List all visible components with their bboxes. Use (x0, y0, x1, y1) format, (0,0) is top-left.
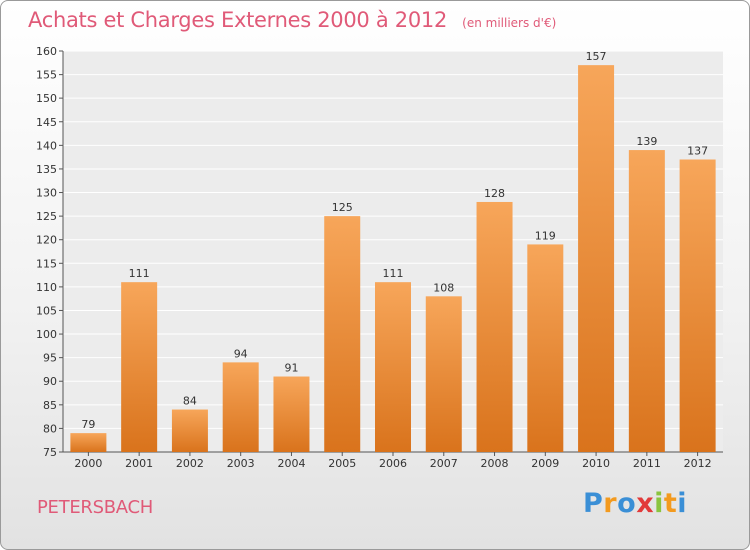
y-tick-label: 105 (36, 304, 57, 317)
bar-2007 (425, 296, 462, 452)
x-tick-label-2001: 2001 (125, 457, 153, 470)
value-label-2006: 111 (383, 267, 404, 280)
logo-letter: t (663, 488, 678, 519)
x-tick-label-2009: 2009 (531, 457, 559, 470)
y-tick-label: 100 (36, 328, 57, 341)
y-tick-label: 85 (43, 399, 57, 412)
value-label-2012: 137 (687, 145, 708, 158)
y-tick-label: 115 (36, 257, 57, 270)
x-tick-label-2002: 2002 (176, 457, 204, 470)
y-tick-label: 125 (36, 210, 57, 223)
logo-letter: i (677, 488, 688, 519)
chart-subtitle: (en milliers d'€) (462, 16, 557, 30)
bar-2005 (324, 216, 361, 452)
y-tick-label: 135 (36, 163, 57, 176)
value-label-2000: 79 (81, 418, 95, 431)
y-tick-label: 145 (36, 116, 57, 129)
x-tick-label-2003: 2003 (227, 457, 255, 470)
y-tick-label: 160 (36, 45, 57, 58)
y-tick-label: 130 (36, 187, 57, 200)
value-label-2010: 157 (586, 50, 607, 63)
x-tick-label-2005: 2005 (328, 457, 356, 470)
value-label-2009: 119 (535, 229, 556, 242)
y-tick-label: 95 (43, 352, 57, 365)
logo-letter: x (636, 488, 655, 519)
bar-2010 (578, 65, 615, 452)
bar-2012 (679, 159, 716, 452)
x-tick-label-2004: 2004 (277, 457, 305, 470)
x-tick-label-2008: 2008 (481, 457, 509, 470)
x-tick-label-2007: 2007 (430, 457, 458, 470)
proxiti-logo: Proxiti (583, 488, 687, 519)
bar-2008 (476, 201, 513, 452)
x-tick-label-2012: 2012 (684, 457, 712, 470)
value-label-2002: 84 (183, 395, 197, 408)
chart-title: Achats et Charges Externes 2000 à 2012 (28, 8, 448, 32)
y-tick-label: 140 (36, 139, 57, 152)
bar-2004 (273, 376, 310, 452)
y-tick-label: 150 (36, 92, 57, 105)
value-label-2004: 91 (284, 362, 298, 375)
value-label-2005: 125 (332, 201, 353, 214)
x-tick-label-2006: 2006 (379, 457, 407, 470)
bars (70, 65, 716, 452)
y-tick-label: 90 (43, 375, 57, 388)
bar-2001 (121, 282, 158, 452)
y-tick-label: 155 (36, 69, 57, 82)
value-label-2007: 108 (433, 281, 454, 294)
bar-2011 (628, 150, 665, 452)
value-label-2001: 111 (129, 267, 150, 280)
y-tick-label: 80 (43, 422, 57, 435)
logo-letter: o (617, 488, 637, 519)
commune-name: PETERSBACH (37, 497, 153, 518)
labels: 75 80 85 90 95 100 105 110 115 120 125 130 135 140 145… (36, 45, 712, 470)
bar-2003 (222, 362, 259, 452)
logo-letter: P (583, 488, 604, 519)
logo-letter: r (603, 488, 618, 519)
bar-2006 (375, 282, 411, 452)
y-tick-label: 75 (43, 446, 57, 459)
value-label-2011: 139 (636, 135, 657, 148)
value-label-2008: 128 (484, 187, 505, 200)
y-tick-label: 120 (36, 234, 57, 247)
x-tick-label-2000: 2000 (74, 457, 102, 470)
y-tick-label: 110 (36, 281, 57, 294)
value-label-2003: 94 (234, 347, 248, 360)
x-tick-label-2010: 2010 (582, 457, 610, 470)
title-row: Achats et Charges Externes 2000 à 2012 (… (28, 8, 556, 32)
logo-letter: i (654, 488, 664, 519)
bar-2000 (70, 433, 107, 452)
bar-2009 (527, 244, 564, 452)
x-tick-label-2011: 2011 (633, 457, 661, 470)
bar-2002 (171, 409, 208, 452)
